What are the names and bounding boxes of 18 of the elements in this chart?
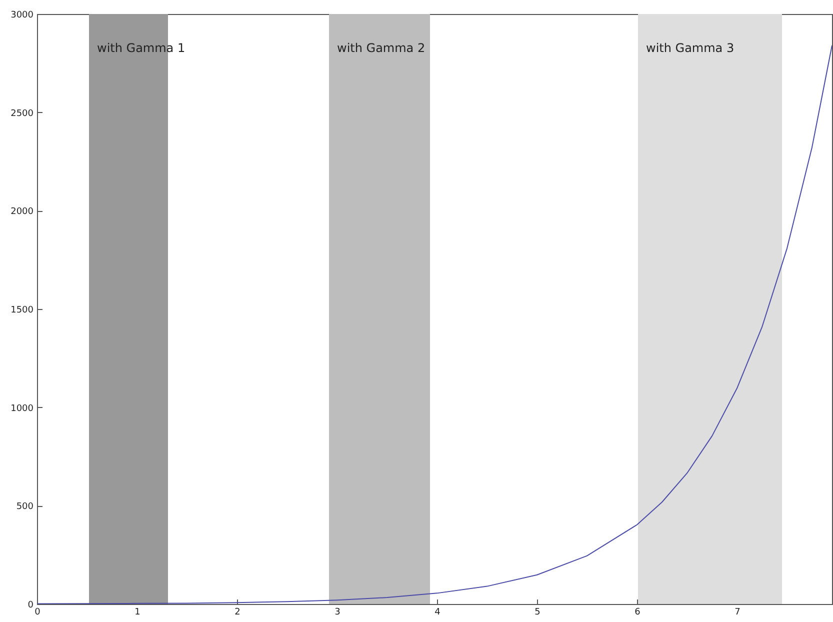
line-series bbox=[37, 44, 832, 604]
y-tick-label: 2000 bbox=[10, 207, 34, 218]
x-tick-label: 4 bbox=[434, 608, 441, 618]
x-tick-label: 0 bbox=[34, 608, 41, 618]
x-tick-label: 6 bbox=[634, 608, 641, 618]
y-tick-label: 1000 bbox=[10, 404, 34, 414]
x-tick-label: 7 bbox=[734, 608, 740, 618]
x-tick-label: 3 bbox=[334, 608, 340, 618]
y-tick-label: 500 bbox=[16, 502, 34, 512]
x-tick-label: 5 bbox=[534, 608, 540, 618]
band-label: with Gamma 2 bbox=[337, 41, 426, 55]
y-tick-label: 1500 bbox=[10, 306, 34, 316]
y-tick-label: 3000 bbox=[10, 10, 34, 20]
x-tick-label: 2 bbox=[234, 608, 240, 618]
y-tick-label: 0 bbox=[28, 600, 34, 610]
x-tick-label: 1 bbox=[134, 608, 140, 618]
band-label: with Gamma 3 bbox=[646, 41, 734, 55]
y-tick-label: 2500 bbox=[10, 108, 34, 119]
